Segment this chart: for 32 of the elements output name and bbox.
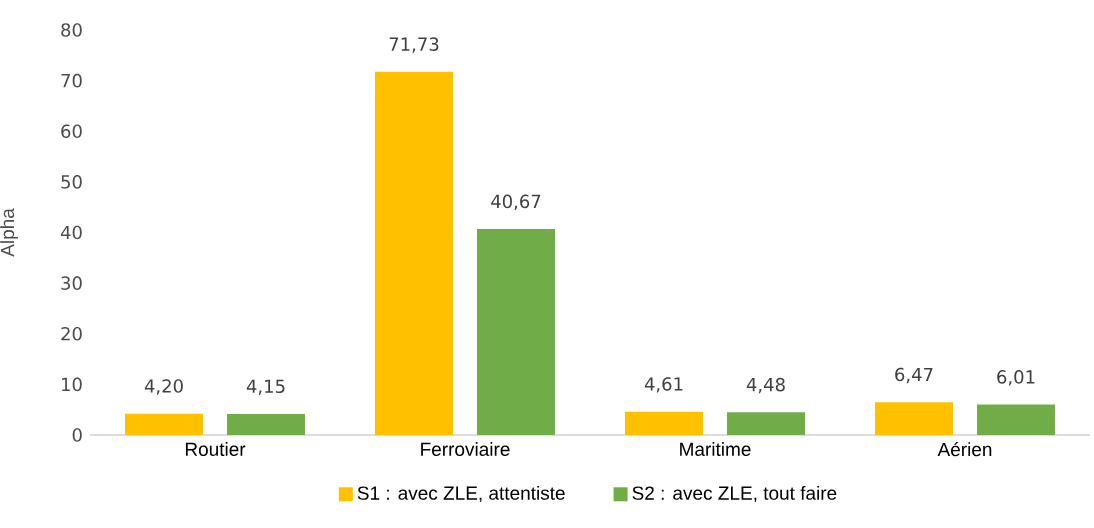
bar bbox=[375, 71, 453, 435]
y-tick-label: 40 bbox=[60, 225, 82, 240]
bar bbox=[727, 412, 805, 435]
data-label: 4,48 bbox=[746, 377, 785, 394]
data-label: 71,73 bbox=[389, 37, 439, 53]
y-tick-label: 0 bbox=[72, 428, 82, 442]
x-tick-label: Maritime bbox=[680, 442, 751, 457]
data-label: 4,15 bbox=[246, 379, 285, 395]
y-axis-title: Alpha bbox=[0, 208, 18, 257]
x-tick-label: Ferroviaire bbox=[421, 442, 510, 457]
y-tick-label: 20 bbox=[61, 326, 82, 341]
data-label: 6,47 bbox=[895, 367, 933, 384]
data-label: 40,67 bbox=[491, 194, 541, 211]
bar bbox=[477, 229, 555, 435]
x-tick-label: Aérien bbox=[937, 442, 992, 457]
y-tick-label: 10 bbox=[62, 377, 82, 392]
bar bbox=[125, 413, 203, 435]
y-tick-label: 70 bbox=[61, 73, 82, 88]
legend-label: S2 : avec ZLE, tout faire bbox=[632, 485, 837, 503]
data-label: 6,01 bbox=[997, 370, 1035, 386]
bar bbox=[227, 413, 306, 435]
y-tick-label: 30 bbox=[61, 276, 82, 290]
data-label: 4,61 bbox=[644, 377, 683, 393]
data-label: 4,20 bbox=[144, 379, 183, 395]
bar bbox=[875, 402, 953, 435]
y-tick-label: 80 bbox=[61, 23, 82, 37]
y-tick-label: 60 bbox=[61, 124, 82, 139]
x-tick-label: Routier bbox=[185, 442, 246, 457]
bar bbox=[625, 411, 703, 435]
y-tick-label: 50 bbox=[61, 175, 82, 189]
legend-label: S1 : avec ZLE, attentiste bbox=[357, 485, 565, 503]
bar bbox=[977, 404, 1055, 435]
